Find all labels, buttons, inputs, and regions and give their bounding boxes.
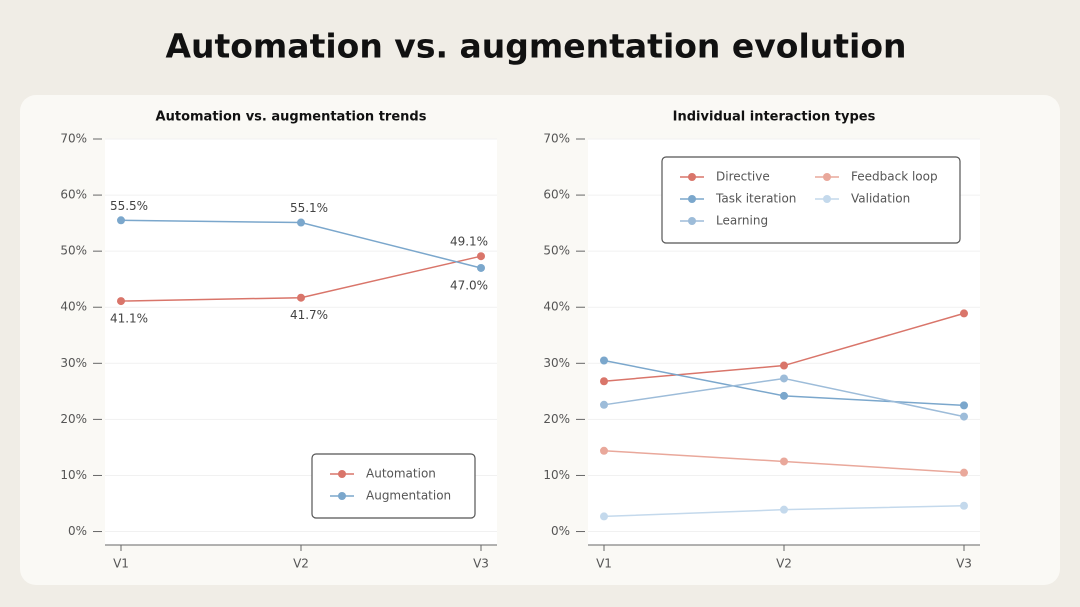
value-label: 55.5% [110,199,148,213]
point [960,468,968,477]
point [600,377,608,386]
point [960,501,968,510]
page-title: Automation vs. augmentation evolution [165,27,906,66]
legend-dot [338,492,346,500]
x-tick-label: V3 [473,557,489,571]
point [780,391,788,400]
value-label: 55.1% [290,201,328,215]
value-label: 49.1% [450,235,488,249]
y-tick-label: 30% [543,356,570,370]
point [960,412,968,421]
legend-label: Augmentation [366,489,451,503]
value-label: 41.1% [110,312,148,326]
y-tick-label: 30% [60,356,87,370]
y-tick-label: 60% [543,188,570,202]
y-tick-label: 40% [60,300,87,314]
legend-box [661,156,961,244]
value-label: 47.0% [450,278,488,292]
value-label: 41.7% [290,308,328,322]
y-tick-label: 50% [60,244,87,258]
point [960,401,968,410]
y-tick-label: 70% [543,132,570,146]
point [780,361,788,370]
y-tick-label: 70% [60,132,87,146]
x-tick-label: V2 [293,557,309,571]
legend-dot [823,173,831,181]
y-tick-label: 60% [60,188,87,202]
point [780,374,788,383]
y-tick-label: 10% [543,468,570,482]
y-tick-label: 0% [68,524,87,538]
legend-dot [688,173,696,181]
point [780,505,788,514]
point [297,293,305,302]
x-tick-label: V2 [776,557,792,571]
legend-dot [688,195,696,203]
point [117,216,125,225]
y-tick-label: 10% [60,468,87,482]
legend-dot [338,470,346,478]
y-tick-label: 0% [551,524,570,538]
point [600,446,608,455]
legend-label: Automation [366,467,436,481]
x-tick-label: V1 [113,557,129,571]
point [600,512,608,521]
chart-title: Automation vs. augmentation trends [156,110,427,125]
point [960,309,968,318]
point [477,263,485,272]
point [600,400,608,409]
legend-dot [823,195,831,203]
legend-box [311,453,476,519]
point [117,297,125,306]
point [600,356,608,365]
point [297,218,305,227]
x-tick-label: V3 [956,557,972,571]
y-tick-label: 20% [60,412,87,426]
x-tick-label: V1 [596,557,612,571]
legend-dot [688,217,696,225]
legend-label: Feedback loop [851,170,938,184]
point [477,252,485,261]
y-tick-label: 50% [543,244,570,258]
legend-label: Validation [851,192,910,206]
point [780,457,788,466]
y-tick-label: 40% [543,300,570,314]
y-tick-label: 20% [543,412,570,426]
chart-title: Individual interaction types [673,110,876,125]
legend-label: Learning [716,214,768,228]
legend-label: Directive [716,170,770,184]
legend-label: Task iteration [715,192,796,206]
